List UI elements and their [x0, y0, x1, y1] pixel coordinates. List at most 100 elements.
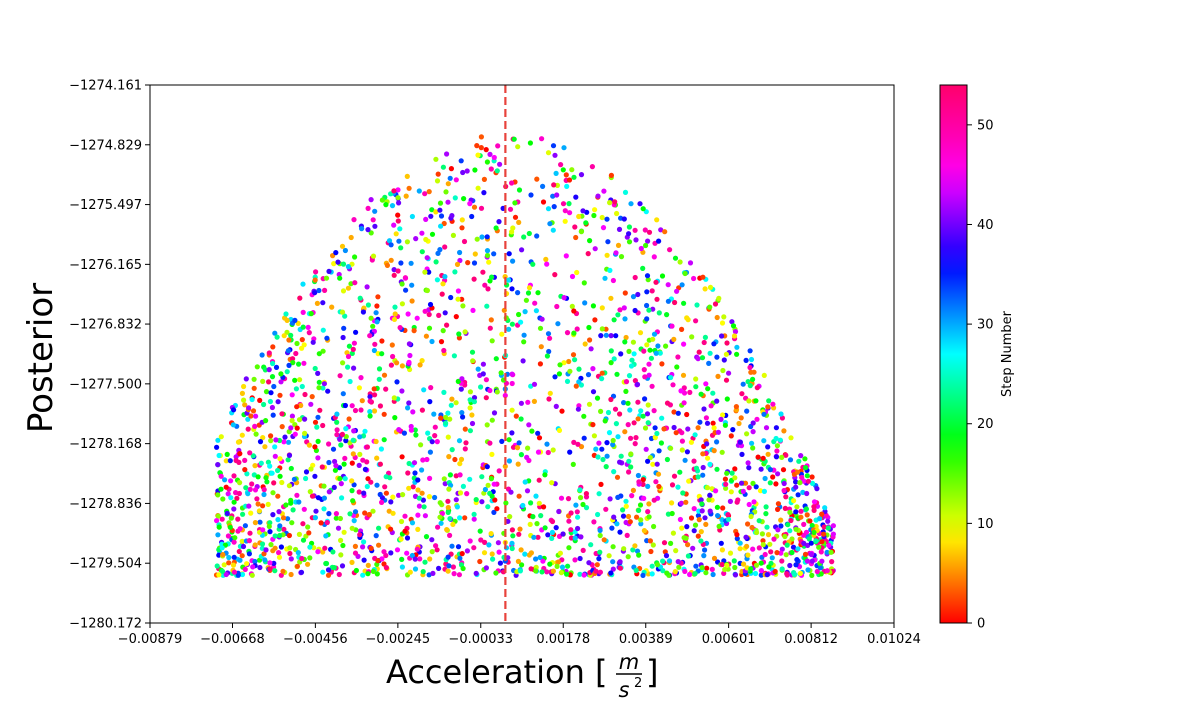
data-point: [590, 303, 597, 309]
data-point: [374, 455, 380, 461]
data-point: [394, 360, 400, 366]
data-point: [357, 451, 363, 457]
data-point: [278, 371, 284, 377]
data-point: [268, 433, 274, 439]
data-point: [467, 538, 473, 544]
data-point: [790, 544, 797, 550]
data-point: [349, 460, 355, 466]
data-point: [323, 560, 329, 567]
data-point: [442, 481, 448, 487]
data-point: [449, 396, 455, 402]
data-point: [481, 190, 487, 196]
data-point: [679, 525, 685, 531]
data-point: [688, 439, 695, 445]
data-point: [566, 201, 572, 207]
data-point: [277, 532, 283, 539]
data-point: [461, 196, 467, 202]
data-point: [571, 308, 577, 314]
data-point: [796, 458, 802, 464]
data-point: [683, 535, 689, 541]
data-point: [406, 341, 412, 347]
data-point: [404, 239, 410, 245]
data-point: [407, 569, 413, 575]
data-point: [744, 408, 750, 414]
y-tick-label: −1278.168: [69, 437, 142, 452]
y-tick-label: −1278.836: [69, 497, 142, 512]
data-point: [396, 492, 402, 498]
data-point: [491, 154, 497, 161]
data-point: [732, 466, 738, 472]
data-point: [760, 542, 766, 548]
data-point: [415, 477, 421, 483]
data-point: [420, 497, 426, 503]
data-point: [516, 531, 522, 537]
data-point: [774, 443, 781, 449]
data-point: [684, 524, 690, 530]
data-point: [456, 438, 463, 444]
data-point: [698, 497, 704, 503]
data-point: [509, 545, 515, 552]
data-point: [399, 556, 405, 563]
data-point: [446, 454, 452, 460]
data-point: [316, 287, 322, 294]
data-point: [693, 376, 699, 382]
data-point: [766, 398, 772, 404]
data-point: [456, 572, 462, 578]
data-point: [340, 542, 346, 549]
data-point: [440, 281, 446, 287]
data-point: [657, 350, 663, 356]
data-point: [518, 400, 525, 406]
data-point: [365, 302, 371, 308]
data-point: [364, 459, 370, 465]
data-point: [444, 151, 450, 157]
data-point: [422, 513, 428, 519]
data-point: [822, 505, 828, 511]
data-point: [374, 571, 380, 577]
data-point: [395, 218, 401, 224]
data-point: [687, 571, 693, 578]
data-point: [523, 297, 530, 303]
data-point: [215, 437, 221, 443]
data-point: [719, 561, 725, 568]
data-point: [628, 435, 634, 441]
data-point: [399, 454, 405, 460]
data-point: [346, 416, 352, 422]
data-point: [668, 445, 674, 451]
data-point: [437, 207, 443, 213]
data-point: [554, 303, 560, 310]
data-point: [249, 481, 255, 487]
data-point: [775, 527, 781, 533]
data-point: [280, 515, 287, 521]
data-point: [496, 549, 502, 555]
data-point: [546, 396, 552, 402]
data-point: [442, 244, 448, 250]
data-point: [223, 484, 229, 490]
data-point: [287, 550, 293, 557]
data-point: [215, 532, 221, 538]
data-point: [320, 549, 326, 555]
data-point: [547, 335, 553, 341]
data-point: [574, 509, 580, 515]
data-point: [644, 273, 651, 279]
data-point: [595, 511, 601, 518]
data-point: [446, 486, 452, 492]
data-point: [458, 386, 464, 392]
data-point: [351, 518, 357, 524]
data-point: [495, 143, 501, 149]
data-point: [537, 554, 543, 561]
data-point: [441, 220, 447, 227]
data-point: [413, 432, 419, 438]
data-point: [316, 351, 322, 357]
data-point: [459, 551, 465, 557]
data-point: [704, 441, 710, 447]
data-point: [779, 415, 786, 421]
data-point: [519, 247, 525, 253]
data-point: [417, 362, 423, 368]
data-point: [388, 242, 394, 248]
data-point: [580, 208, 586, 214]
data-point: [661, 540, 668, 546]
data-point: [724, 470, 730, 476]
data-point: [652, 425, 658, 431]
data-point: [804, 490, 810, 497]
data-point: [585, 372, 592, 378]
